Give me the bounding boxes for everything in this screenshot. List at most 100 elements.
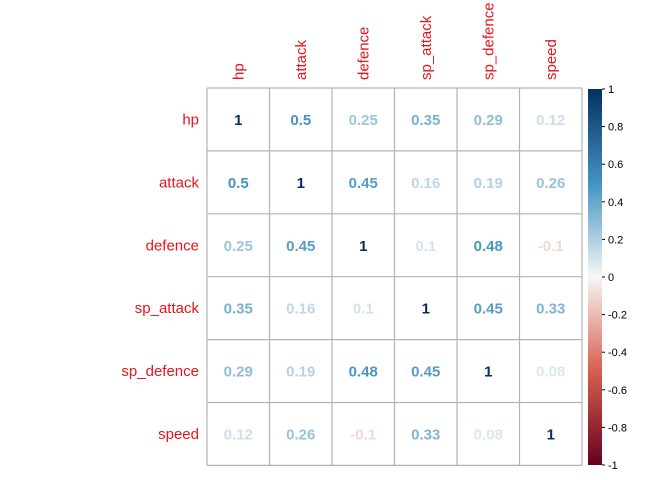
cell-value-attack-sp_attack: 0.16 (411, 175, 440, 192)
cell-attack-defence (332, 150, 395, 214)
cell-value-defence-sp_attack: 0.1 (415, 238, 436, 255)
cell-attack-sp_defence (457, 150, 520, 214)
row-label-sp_attack: sp_attack (135, 300, 200, 317)
cell-value-sp_attack-hp: 0.35 (224, 301, 253, 318)
cell-attack-speed (519, 150, 582, 214)
cell-attack-sp_attack (394, 150, 457, 214)
cell-defence-hp (207, 213, 270, 277)
cell-hp-defence (332, 88, 395, 151)
cell-value-sp_defence-sp_attack: 0.45 (411, 364, 440, 381)
cell-value-sp_attack-defence: 0.1 (353, 301, 374, 318)
grid-layer (206, 87, 583, 466)
cell-value-sp_attack-attack: 0.16 (286, 301, 315, 318)
cell-value-defence-speed: -0.1 (538, 238, 564, 255)
cell-value-sp_attack-sp_defence: 0.45 (474, 301, 503, 318)
cell-value-speed-defence: -0.1 (350, 426, 376, 443)
cell-value-speed-attack: 0.26 (286, 426, 315, 443)
row-label-speed: speed (158, 426, 199, 443)
cell-value-sp_attack-speed: 0.33 (536, 301, 565, 318)
cell-value-hp-sp_attack: 0.35 (411, 112, 440, 129)
cell-speed-attack (269, 402, 332, 466)
cell-hp-speed (519, 88, 582, 151)
colorbar-tick-label: -1 (608, 460, 618, 472)
cell-value-attack-hp: 0.5 (228, 175, 249, 192)
cell-sp_defence-sp_defence (457, 339, 520, 403)
cell-value-speed-speed: 1 (547, 426, 555, 443)
colorbar-gradient (588, 89, 602, 465)
cell-value-hp-speed: 0.12 (536, 112, 565, 129)
cell-defence-defence (332, 213, 395, 277)
cell-value-hp-defence: 0.25 (349, 112, 378, 129)
cell-value-attack-sp_defence: 0.19 (474, 175, 503, 192)
colorbar-tick-label: 1 (608, 84, 614, 96)
cell-attack-attack (269, 150, 332, 214)
column-label-defence: defence (355, 27, 372, 80)
cell-value-speed-sp_attack: 0.33 (411, 426, 440, 443)
cell-layer: 1 0.5 0.25 0.35 0.29 0.12 0.5 1 0.45 0.16 0.19 0.26… (207, 88, 582, 466)
row-label-defence: defence (146, 237, 199, 254)
cell-speed-sp_defence (457, 402, 520, 466)
cell-value-sp_defence-sp_defence: 1 (484, 364, 492, 381)
cell-sp_defence-defence (332, 339, 395, 403)
cell-value-hp-hp: 1 (234, 112, 242, 129)
cell-value-speed-hp: 0.12 (224, 426, 253, 443)
column-labels: hp attack defence sp_attack sp_defence speed (230, 2, 560, 80)
cell-value-sp_defence-hp: 0.29 (224, 364, 253, 381)
cell-hp-hp (207, 88, 270, 151)
cell-value-sp_defence-attack: 0.19 (286, 364, 315, 381)
colorbar: 1 0.8 0.6 0.4 0.2 0 -0.2 -0.4 -0.6 -0.8 -1 (588, 84, 627, 472)
cell-sp_attack-sp_attack (394, 276, 457, 340)
colorbar-tick-label: -0.4 (608, 347, 627, 359)
row-label-sp_defence: sp_defence (121, 363, 199, 380)
column-label-speed: speed (543, 39, 560, 80)
colorbar-tick-label: 0.6 (608, 159, 623, 171)
cell-value-defence-defence: 1 (359, 238, 367, 255)
cell-value-hp-sp_defence: 0.29 (474, 112, 503, 129)
cell-value-sp_defence-defence: 0.48 (349, 364, 378, 381)
column-label-hp: hp (230, 63, 247, 80)
cell-speed-speed (519, 402, 582, 466)
cell-value-defence-sp_defence: 0.48 (474, 238, 503, 255)
column-label-attack: attack (293, 39, 310, 80)
cell-sp_attack-sp_defence (457, 276, 520, 340)
cell-value-attack-defence: 0.45 (349, 175, 378, 192)
cell-value-speed-sp_defence: 0.08 (474, 426, 503, 443)
column-label-sp_defence: sp_defence (480, 2, 497, 80)
cell-defence-speed (519, 213, 582, 277)
cell-speed-hp (207, 402, 270, 466)
cell-sp_defence-speed (519, 339, 582, 403)
colorbar-tick-label: 0.2 (608, 234, 623, 246)
colorbar-tick-label: 0.4 (608, 197, 623, 209)
colorbar-tick-label: -0.2 (608, 310, 627, 322)
cell-speed-defence (332, 402, 395, 466)
cell-attack-hp (207, 150, 270, 214)
cell-speed-sp_attack (394, 402, 457, 466)
cell-sp_attack-defence (332, 276, 395, 340)
colorbar-tick-label: -0.8 (608, 422, 627, 434)
column-label-sp_attack: sp_attack (418, 15, 435, 80)
row-label-hp: hp (182, 111, 199, 128)
cell-defence-attack (269, 213, 332, 277)
cell-sp_defence-sp_attack (394, 339, 457, 403)
cell-value-attack-speed: 0.26 (536, 175, 565, 192)
cell-sp_attack-attack (269, 276, 332, 340)
cell-value-sp_defence-speed: 0.08 (536, 364, 565, 381)
cell-hp-sp_attack (394, 88, 457, 151)
cell-defence-sp_defence (457, 213, 520, 277)
cell-sp_attack-hp (207, 276, 270, 340)
cell-hp-attack (269, 88, 332, 151)
cell-hp-sp_defence (457, 88, 520, 151)
cell-value-sp_attack-sp_attack: 1 (422, 301, 430, 318)
colorbar-tick-label: 0 (608, 272, 614, 284)
cell-sp_defence-hp (207, 339, 270, 403)
cell-sp_defence-attack (269, 339, 332, 403)
colorbar-tick-label: 0.8 (608, 122, 623, 134)
cell-value-defence-attack: 0.45 (286, 238, 315, 255)
cell-defence-sp_attack (394, 213, 457, 277)
cell-sp_attack-speed (519, 276, 582, 340)
cell-value-defence-hp: 0.25 (224, 238, 253, 255)
row-label-attack: attack (159, 174, 200, 191)
